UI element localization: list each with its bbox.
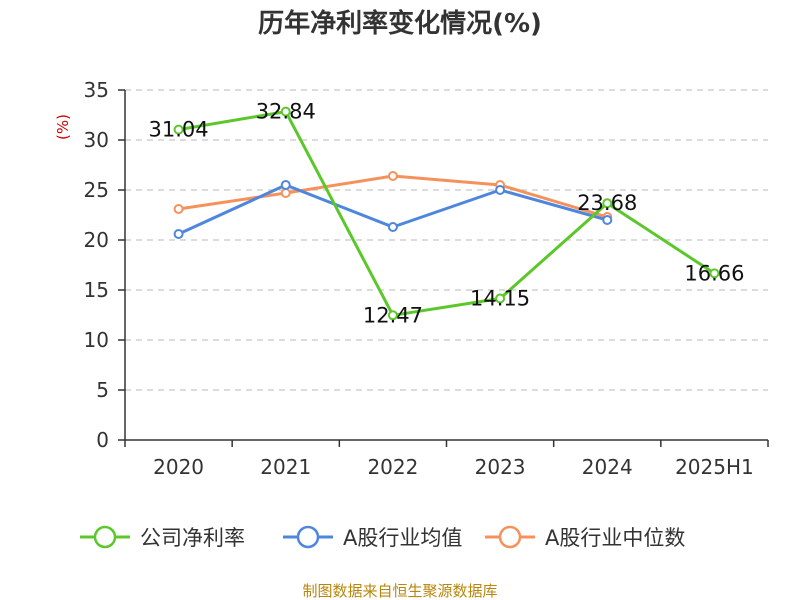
x-tick-label: 2025H1: [675, 455, 754, 479]
data-point-1: [495, 185, 506, 195]
data-point-0: [495, 293, 506, 304]
data-label: 32.84: [256, 100, 316, 124]
data-label: 31.04: [149, 118, 209, 142]
data-point-2: [280, 188, 291, 198]
legend-marker-2: [498, 525, 522, 549]
data-point-0: [602, 198, 613, 209]
data-point-1: [387, 222, 398, 232]
data-point-0: [280, 106, 291, 117]
legend-label-2: A股行业中位数: [545, 526, 685, 550]
y-tick-label: 0: [96, 428, 109, 452]
data-labels: 31.04 32.84 12.47 14.15 23.68 16.66: [149, 100, 745, 328]
data-point-1: [173, 229, 184, 239]
legend: 公司净利率 A股行业均值 A股行业中位数: [80, 525, 685, 550]
y-tick-label: 15: [84, 278, 109, 302]
data-point-1: [602, 215, 613, 225]
x-tick-label: 2024: [582, 455, 633, 479]
y-axis-unit: (%): [54, 114, 72, 140]
x-tick-label: 2021: [260, 455, 311, 479]
data-point-0: [387, 310, 398, 321]
data-label: 14.15: [470, 287, 530, 311]
series-layer: [173, 106, 720, 321]
y-tick-label: 20: [84, 228, 109, 252]
y-tick-label: 25: [84, 178, 109, 202]
y-tick-label: 5: [96, 378, 109, 402]
x-tick-label: 2022: [367, 455, 418, 479]
legend-marker-1: [296, 525, 320, 549]
data-point-2: [387, 171, 398, 181]
data-label: 23.68: [577, 191, 637, 215]
legend-label-0: 公司净利率: [140, 526, 245, 550]
data-point-2: [173, 204, 184, 214]
x-tick-label: 2020: [153, 455, 204, 479]
legend-marker-0: [93, 525, 117, 549]
y-tick-label: 35: [84, 78, 109, 102]
chart-title: 历年净利率变化情况(%): [258, 8, 542, 39]
data-point-0: [173, 124, 184, 135]
y-tick-label: 10: [84, 328, 109, 352]
data-point-0: [709, 268, 720, 279]
series-line-0: [178, 110, 716, 317]
data-point-1: [280, 180, 291, 190]
y-tick-label: 30: [84, 128, 109, 152]
data-label: 12.47: [363, 303, 423, 327]
grid-lines: [125, 89, 768, 391]
data-source-note: 制图数据来自恒生聚源数据库: [302, 582, 497, 600]
axes: 0 5 10 15 20 25 30 35 2020 2021 2022 2023 2024 2025H1: [84, 78, 769, 479]
legend-label-1: A股行业均值: [343, 526, 462, 550]
x-tick-label: 2023: [475, 455, 526, 479]
data-label: 16.66: [684, 261, 744, 285]
series-line-2: [178, 174, 608, 219]
